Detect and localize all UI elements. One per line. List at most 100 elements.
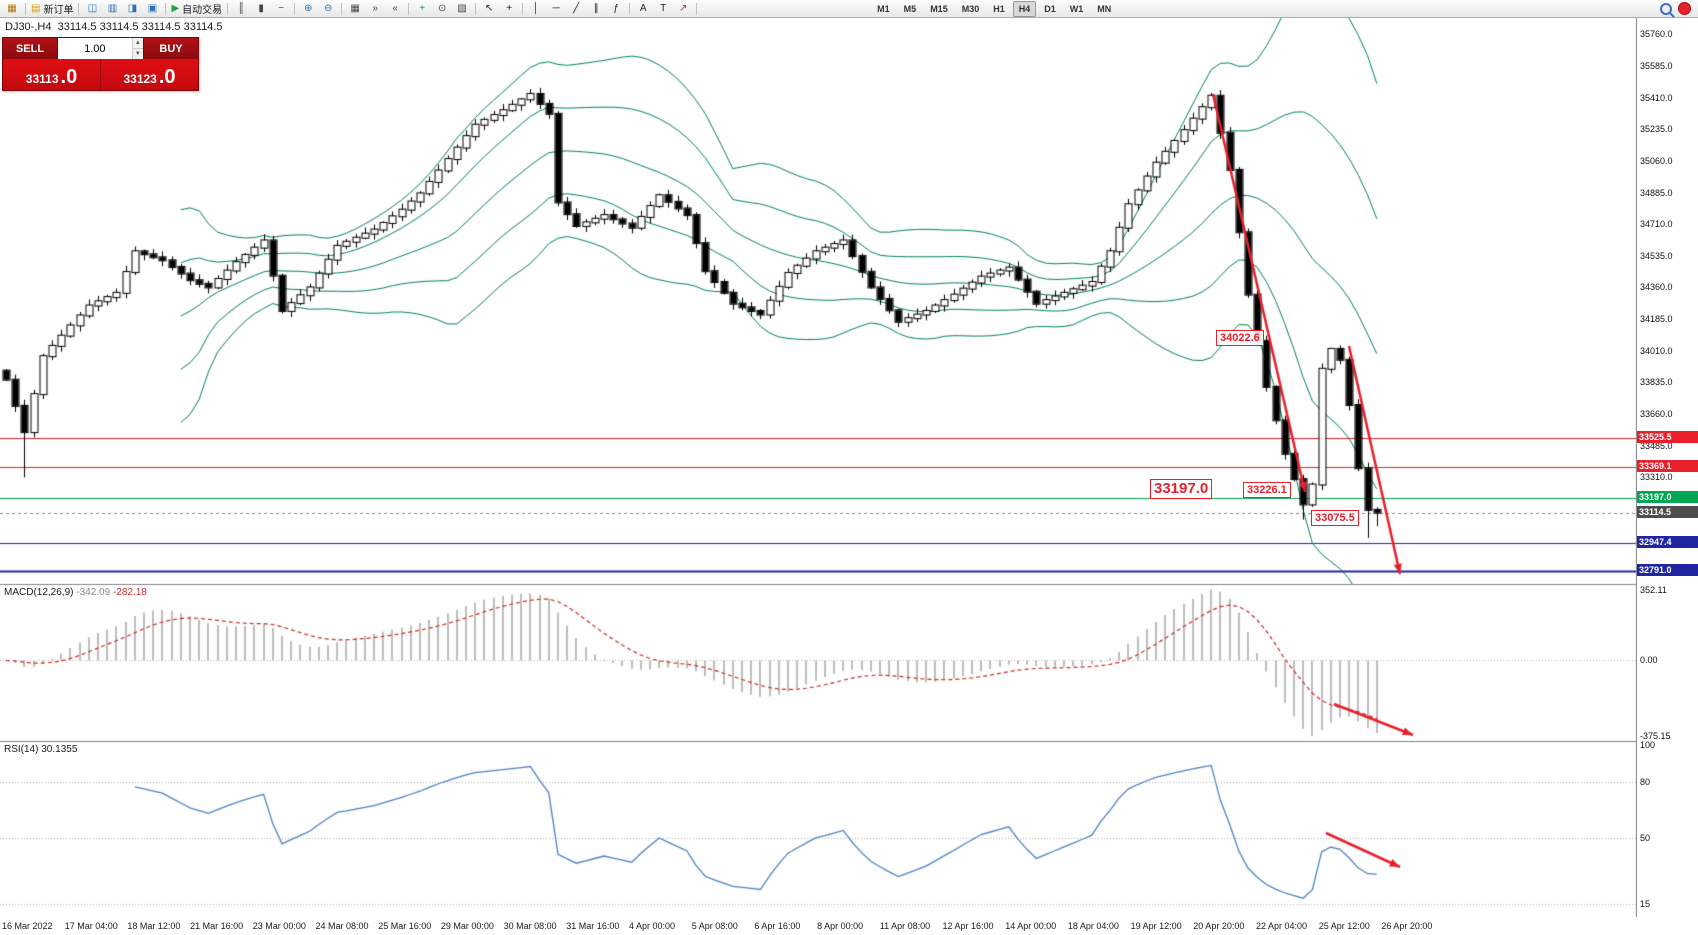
timeframe-m1[interactable]: M1 <box>877 3 890 14</box>
market-watch-icon[interactable]: ◫ <box>82 1 102 16</box>
sell-button[interactable]: SELL <box>3 38 58 59</box>
auto-scroll-icon[interactable]: » <box>365 1 385 16</box>
zoom-in-icon[interactable]: ⊕ <box>298 1 318 16</box>
tile-windows-icon: ▦ <box>350 3 360 14</box>
toolbar-right-group <box>1660 2 1696 15</box>
new-order-icon[interactable]: ▤ 新订单 <box>29 1 75 16</box>
macd-indicator-label: MACD(12,26,9) -342.09 -282.18 <box>4 587 147 598</box>
new-chart-icon[interactable]: ▦ <box>2 1 22 16</box>
time-axis-label: 29 Mar 00:00 <box>440 921 494 931</box>
toolbar-separator <box>475 2 477 15</box>
price-tag-32947.4: 32947.4 <box>1637 535 1698 548</box>
buy-button[interactable]: BUY <box>143 38 198 59</box>
timeframe-d1[interactable]: D1 <box>1044 3 1056 14</box>
zoom-out-icon[interactable]: ⊖ <box>318 1 338 16</box>
timeframe-mn[interactable]: MN <box>1097 3 1112 14</box>
time-axis-label: 23 Mar 00:00 <box>252 921 306 931</box>
new-order-icon: ▤ <box>31 3 41 14</box>
price-axis-label: 35235.0 <box>1640 124 1673 135</box>
timeframe-m15[interactable]: M15 <box>930 3 948 14</box>
data-window-icon[interactable]: ▥ <box>102 1 122 16</box>
time-axis-label: 4 Apr 00:00 <box>629 921 676 931</box>
toolbar-separator <box>78 2 80 15</box>
timeframe-h4[interactable]: H4 <box>1012 0 1037 17</box>
candle-chart-icon: ▮ <box>258 3 264 14</box>
volume-increase-icon[interactable]: ▲ <box>132 38 143 49</box>
timeframe-group: M1 M5 M15 M30 H1 H4 D1 W1 MN <box>870 0 1118 17</box>
crosshair-icon: + <box>506 3 513 14</box>
chart-shift-icon[interactable]: « <box>385 1 405 16</box>
text-icon[interactable]: A <box>633 1 653 16</box>
data-window-icon: ▥ <box>107 3 118 14</box>
fibonacci-icon: ƒ <box>613 3 619 14</box>
navigator-icon[interactable]: ◨ <box>122 1 142 16</box>
annotation-33197[interactable]: 33197.0 <box>1150 479 1213 499</box>
crosshair-icon[interactable]: + <box>499 1 519 16</box>
rsi-axis-label: 80 <box>1640 777 1651 788</box>
rsi-indicator-label: RSI(14) 30.1355 <box>4 744 77 755</box>
macd-axis-label: -375.15 <box>1640 730 1671 741</box>
time-axis-label: 17 Mar 04:00 <box>64 921 118 931</box>
toolbar-separator <box>408 2 410 15</box>
timeframe-h1[interactable]: H1 <box>993 3 1005 14</box>
tile-windows-icon[interactable]: ▦ <box>345 1 365 16</box>
cursor-icon[interactable]: ↖ <box>479 1 499 16</box>
notification-badge[interactable] <box>1678 2 1691 15</box>
candle-chart-icon[interactable]: ▮ <box>251 1 271 16</box>
price-axis-label: 34535.0 <box>1640 250 1673 261</box>
indicators-icon[interactable]: + <box>412 1 432 16</box>
trendline-icon[interactable]: ╱ <box>566 1 586 16</box>
price-tag-33525.5: 33525.5 <box>1637 431 1698 444</box>
line-chart-icon[interactable]: ~ <box>271 1 291 16</box>
main-toolbar: ▦ ▤ 新订单 ◫ ▥ ◨ ▣ ▶ 自动交易 ║ ▮ ~ ⊕ ⊖ ▦» «+ ⊙ ▨ ↖ + │ ─ ╱ ∥ ƒ A T ↗ M1 M5 M… <box>0 0 1698 18</box>
price-chart-canvas[interactable] <box>0 18 1698 935</box>
toolbar-separator <box>341 2 343 15</box>
buy-price[interactable]: 33123.0 <box>123 66 176 88</box>
bar-chart-icon[interactable]: ║ <box>231 1 251 16</box>
fibonacci-icon[interactable]: ƒ <box>606 1 626 16</box>
zoom-out-icon: ⊖ <box>323 3 333 14</box>
annotation-33075[interactable]: 33075.5 <box>1311 510 1359 526</box>
time-scale[interactable]: 16 Mar 2022 17 Mar 04:00 18 Mar 12:00 21 Ma… <box>0 917 1698 935</box>
time-axis-label: 20 Apr 20:00 <box>1193 921 1245 931</box>
time-axis-label: 12 Apr 16:00 <box>942 921 994 931</box>
one-click-trade-panel: SELL ▲ ▼ BUY 33113.0 33123.0 <box>2 37 199 91</box>
horizontal-line-icon[interactable]: ─ <box>546 1 566 16</box>
chart-region: DJ30-,H4 33114.5 33114.5 33114.5 33114.5… <box>0 18 1698 935</box>
label-icon[interactable]: T <box>653 1 673 16</box>
price-axis-label: 35760.0 <box>1640 29 1673 40</box>
price-axis-label: 35410.0 <box>1640 92 1673 103</box>
vertical-line-icon[interactable]: │ <box>526 1 546 16</box>
timeframe-w1[interactable]: W1 <box>1069 3 1084 14</box>
time-axis-label: 8 Apr 00:00 <box>817 921 864 931</box>
terminal-icon: ▣ <box>147 3 158 14</box>
templates-icon: ▨ <box>457 3 467 14</box>
search-icon[interactable] <box>1660 2 1672 15</box>
time-axis-label: 24 Mar 08:00 <box>315 921 369 931</box>
arrows-tool-icon[interactable]: ↗ <box>673 1 693 16</box>
timeframe-m30[interactable]: M30 <box>961 3 980 14</box>
volume-decrease-icon[interactable]: ▼ <box>134 51 141 57</box>
toolbar-separator <box>629 2 631 15</box>
volume-input[interactable] <box>58 38 132 59</box>
toolbar-separator <box>522 2 524 15</box>
channel-icon[interactable]: ∥ <box>586 1 606 16</box>
navigator-icon: ◨ <box>127 3 138 14</box>
periods-icon[interactable]: ⊙ <box>432 1 452 16</box>
autotrade-icon[interactable]: ▶ 自动交易 <box>169 1 224 16</box>
price-scale[interactable]: 35760.0 35585.0 35410.0 35235.0 35060.0 34885… <box>1637 18 1698 917</box>
price-axis-label: 34360.0 <box>1640 282 1673 293</box>
price-axis-label: 34885.0 <box>1640 187 1673 198</box>
sell-price[interactable]: 33113.0 <box>3 59 101 90</box>
annotation-34022[interactable]: 34022.6 <box>1216 330 1264 346</box>
terminal-icon[interactable]: ▣ <box>142 1 162 16</box>
annotation-33226[interactable]: 33226.1 <box>1243 482 1291 498</box>
trendline-icon: ╱ <box>573 3 580 14</box>
price-axis-label: 34185.0 <box>1640 314 1673 325</box>
periods-icon: ⊙ <box>437 3 447 14</box>
market-watch-icon: ◫ <box>87 3 98 14</box>
time-axis-label: 18 Mar 12:00 <box>127 921 181 931</box>
timeframe-m5[interactable]: M5 <box>903 3 917 14</box>
templates-icon[interactable]: ▨ <box>452 1 472 16</box>
